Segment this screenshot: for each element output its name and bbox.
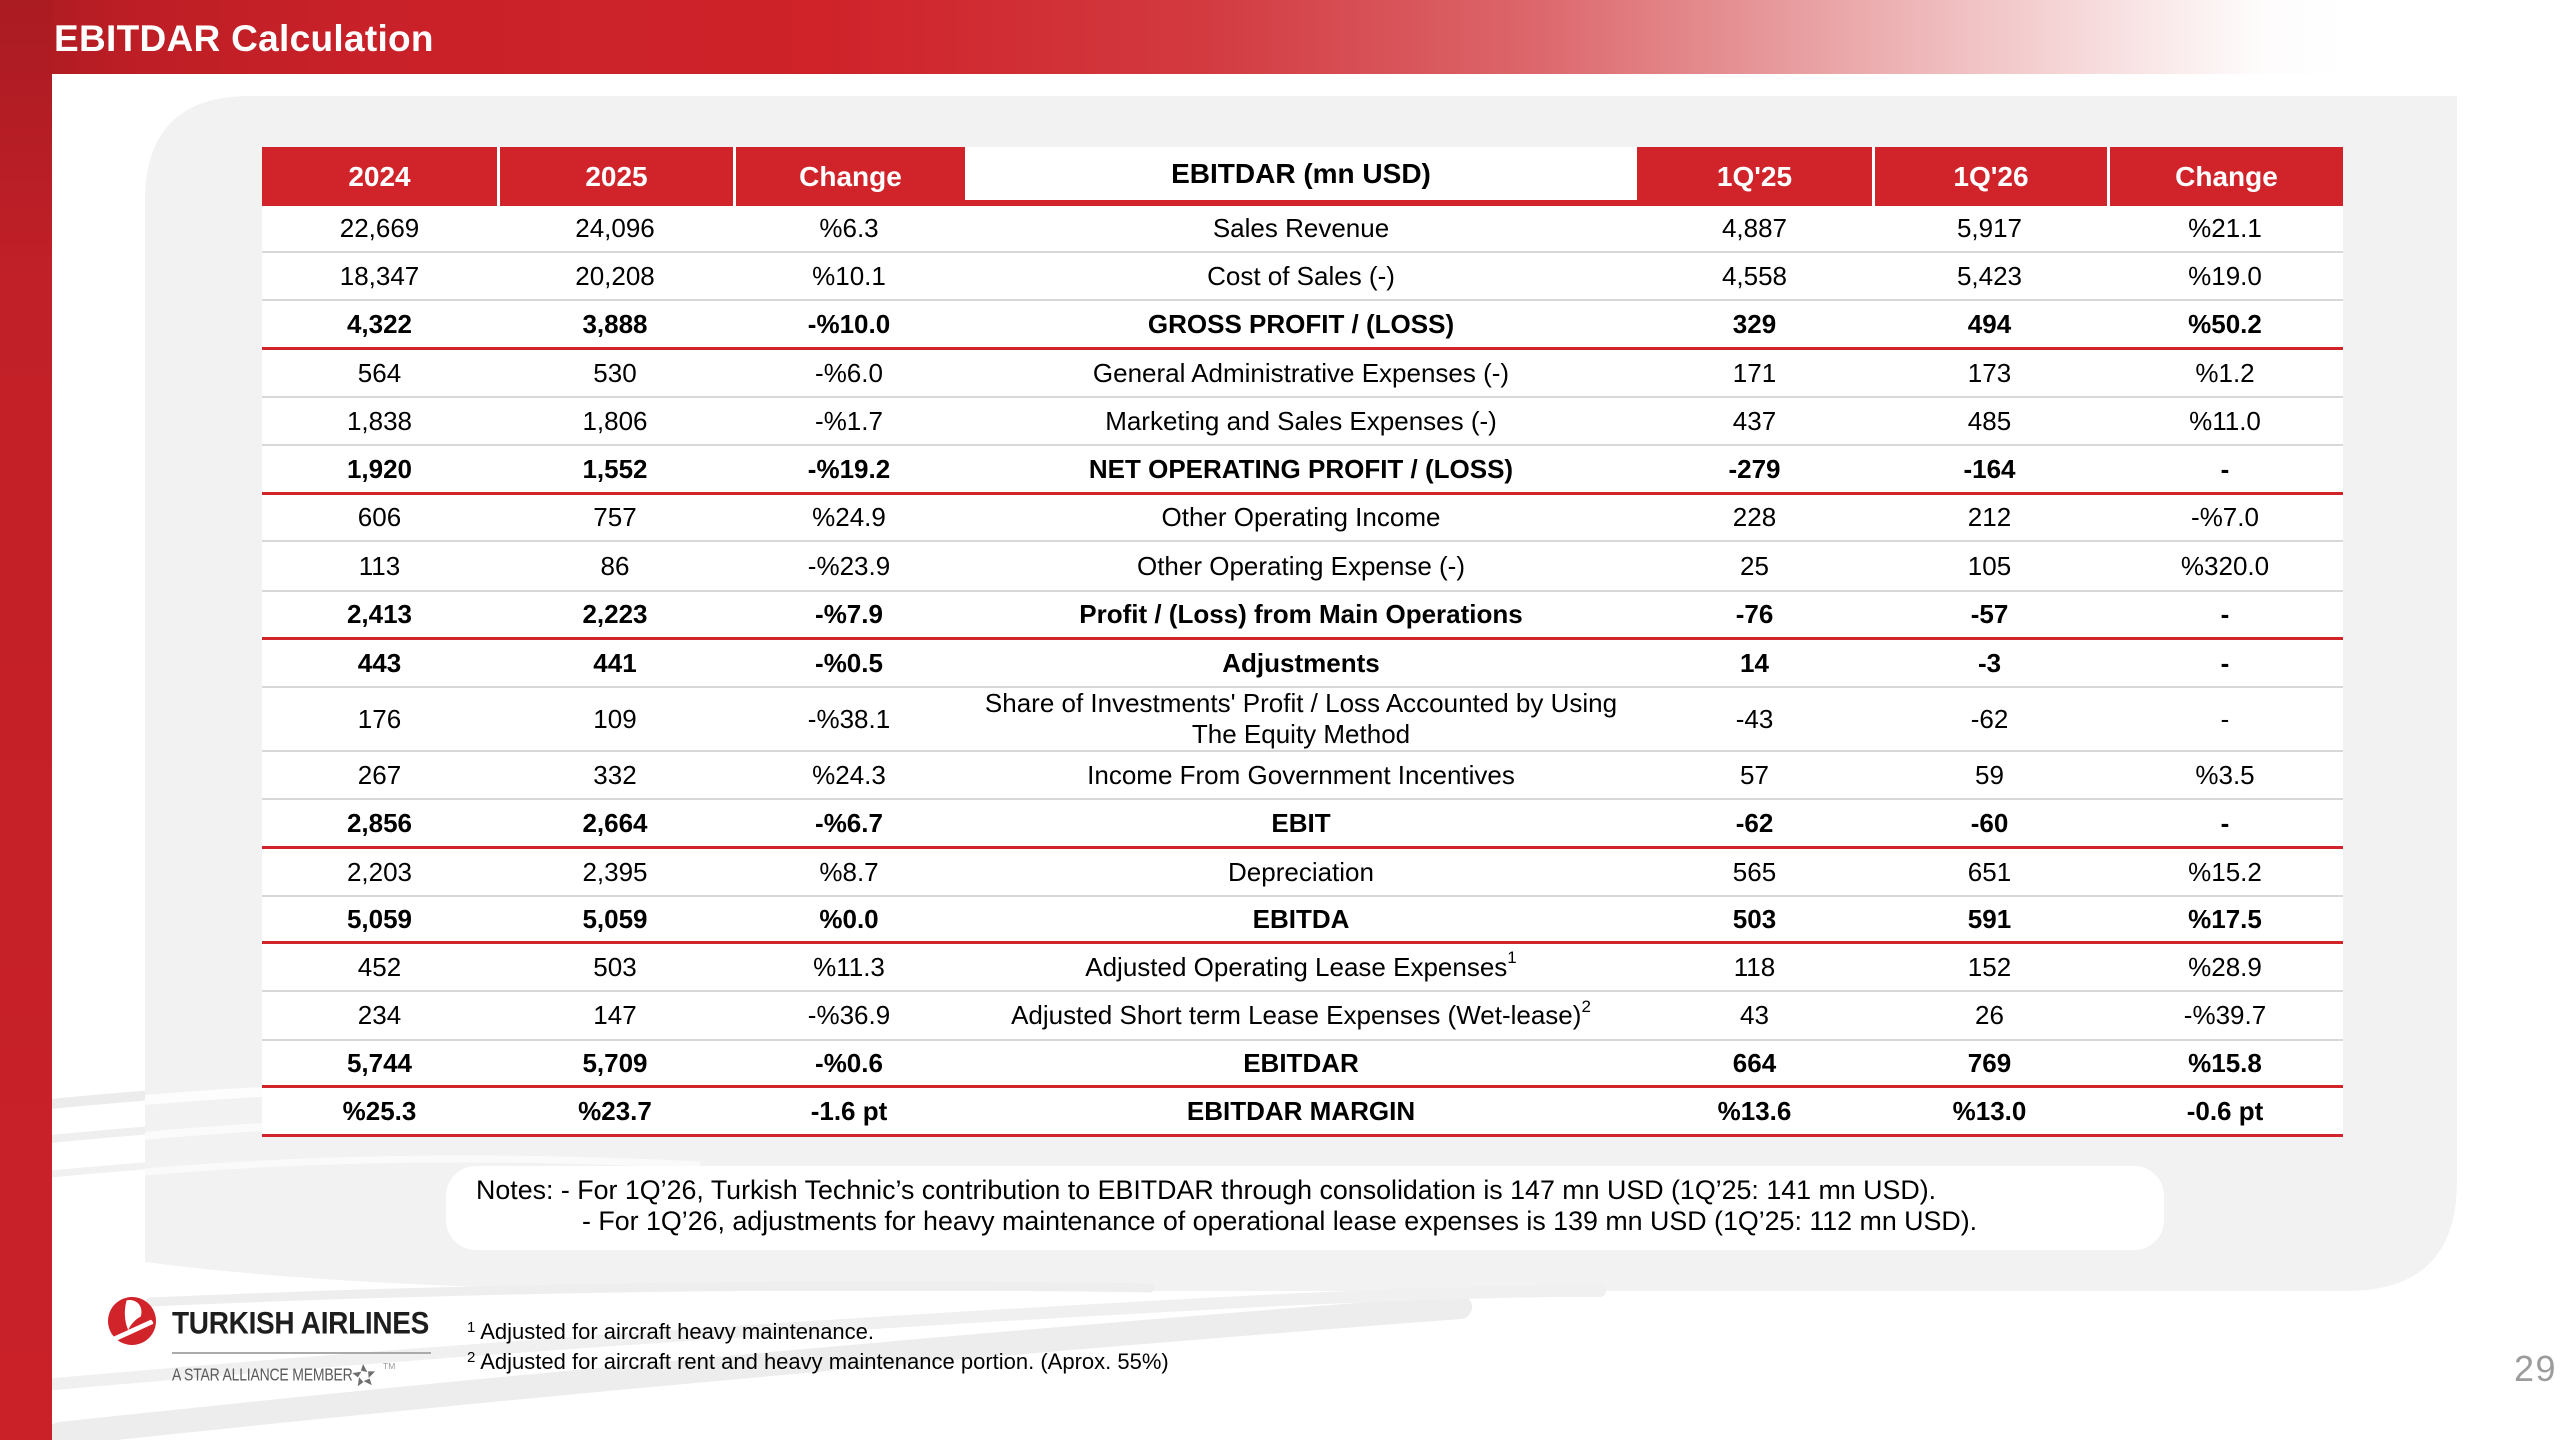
svg-text:TM: TM (383, 1361, 395, 1371)
